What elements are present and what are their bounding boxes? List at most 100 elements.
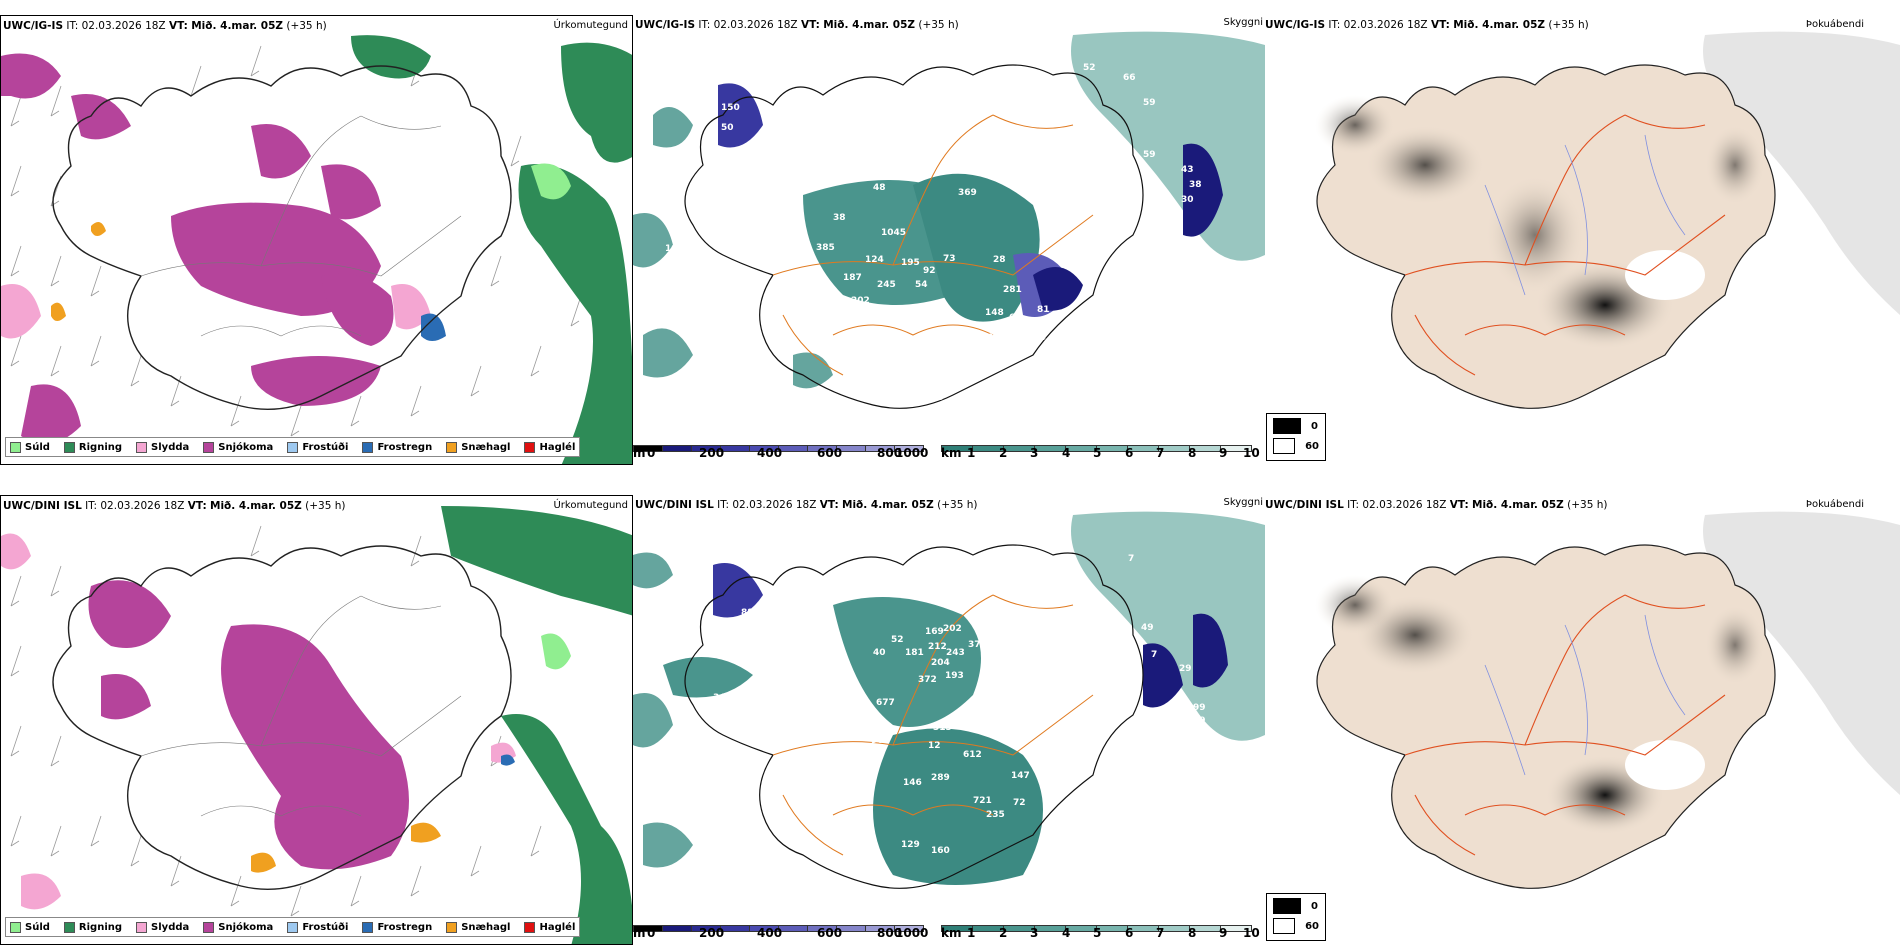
glacier-mask bbox=[1625, 740, 1705, 790]
precip-map-top bbox=[1, 35, 632, 464]
swatch bbox=[524, 441, 536, 453]
ceiling-label: 127 bbox=[988, 351, 1007, 361]
ceiling-label: 405 bbox=[981, 333, 1000, 343]
run-header: UWC/IG-IS IT: 02.03.2026 18Z VT: Mið. 4.… bbox=[1265, 19, 1589, 31]
iceland-coastline bbox=[684, 64, 1144, 409]
fog-indicator-panel-bottom: UWC/DINI ISL IT: 02.03.2026 18Z VT: Mið.… bbox=[1265, 495, 1900, 945]
ceiling-value-labels: 82 88 78 115 305 384 112 169 202 212 243… bbox=[713, 554, 1206, 856]
ceiling-label: 49 bbox=[1141, 623, 1154, 633]
swatch bbox=[287, 441, 299, 453]
ceiling-label: 92 bbox=[923, 266, 936, 276]
ceiling-colorbar: m 0 200 400 600 800 1000 bbox=[633, 437, 928, 460]
ceiling-label: 401 bbox=[871, 308, 890, 318]
fog-legend-swatch bbox=[1273, 918, 1296, 934]
ceiling-label: 29 bbox=[1060, 338, 1073, 348]
ceiling-label: 115 bbox=[776, 615, 795, 625]
ceiling-label: 226 bbox=[801, 312, 820, 322]
legend-item: Súld bbox=[10, 921, 50, 933]
fog-map-top bbox=[1315, 31, 1900, 409]
precip-legend: Súld Rigning Slydda Snjókoma Frostúði Fr… bbox=[5, 917, 581, 937]
fog-legend-swatch bbox=[1273, 418, 1301, 434]
ceiling-label: 78 bbox=[728, 623, 741, 633]
ceiling-label: 38 bbox=[1189, 180, 1202, 190]
ceiling-label: 108 bbox=[785, 93, 804, 103]
ceiling-label: 721 bbox=[973, 796, 992, 806]
legend-item: Rigning bbox=[63, 441, 122, 453]
swatch bbox=[136, 921, 148, 933]
ceiling-label: 150 bbox=[721, 103, 740, 113]
ceiling-label: 50 bbox=[721, 123, 734, 133]
ceiling-label: 90 bbox=[871, 736, 884, 746]
fog-cluster bbox=[1705, 605, 1765, 685]
ceiling-label: 124 bbox=[865, 255, 884, 265]
legend-item: Slydda bbox=[136, 921, 189, 933]
panel-title: Úrkomutegund bbox=[553, 500, 628, 511]
fog-legend-swatch bbox=[1273, 898, 1301, 914]
ceiling-label: 193 bbox=[945, 671, 964, 681]
ceiling-label: 532 bbox=[1023, 684, 1042, 694]
run-header: UWC/DINI ISL IT: 02.03.2026 18Z VT: Mið.… bbox=[635, 499, 978, 511]
ceiling-label: 235 bbox=[986, 810, 1005, 820]
swatch bbox=[136, 441, 148, 453]
ceiling-label: 60 bbox=[1171, 698, 1184, 708]
fog-cluster bbox=[1485, 175, 1585, 295]
ceiling-label: 181 bbox=[905, 648, 924, 658]
legend-item: Súld bbox=[10, 441, 50, 453]
ceiling-label: 112 bbox=[803, 671, 822, 681]
ceiling-label: 59 bbox=[1143, 150, 1156, 160]
ceiling-label: 202 bbox=[851, 296, 870, 306]
ceiling-label: 52 bbox=[891, 635, 904, 645]
road-network bbox=[772, 594, 1094, 856]
fog-map-bottom bbox=[1315, 511, 1900, 889]
ceiling-label: 38 bbox=[833, 213, 846, 223]
run-header: UWC/IG-IS IT: 02.03.2026 18Z VT: Mið. 4.… bbox=[635, 19, 959, 31]
fog-cluster bbox=[1315, 575, 1395, 635]
colorbar-segment bbox=[662, 445, 692, 452]
ceiling-label: 148 bbox=[985, 308, 1004, 318]
ceiling-label: 1045 bbox=[881, 228, 906, 238]
ceiling-label: 169 bbox=[925, 627, 944, 637]
ceiling-label: 212 bbox=[928, 642, 947, 652]
ceiling-label: 48 bbox=[873, 183, 886, 193]
road-network bbox=[1404, 114, 1726, 376]
ceiling-label: 73 bbox=[943, 254, 956, 264]
ceiling-label: 151 bbox=[841, 318, 860, 328]
run-header: UWC/DINI ISL IT: 02.03.2026 18Z VT: Mið.… bbox=[3, 500, 346, 512]
ceiling-label: 52 bbox=[1083, 63, 1096, 73]
fog-legend: 0 60 bbox=[1266, 893, 1326, 941]
fog-legend-swatch bbox=[1273, 438, 1296, 454]
precip-legend: Súld Rigning Slydda Snjókoma Frostúði Fr… bbox=[5, 437, 581, 457]
colorbar-segment bbox=[1220, 445, 1252, 452]
ceiling-label: 129 bbox=[901, 840, 920, 850]
fog-legend: 0 60 bbox=[1266, 413, 1326, 461]
visibility-colorbar-swatches bbox=[941, 437, 1252, 456]
legend-item: Haglél bbox=[524, 441, 575, 453]
ceiling-label: 204 bbox=[931, 658, 950, 668]
swatch bbox=[10, 441, 21, 453]
ceiling-label: 33 bbox=[883, 123, 896, 133]
ceiling-label: 187 bbox=[808, 176, 827, 186]
ceiling-label: 369 bbox=[958, 188, 977, 198]
ceiling-label: 384 bbox=[801, 631, 820, 641]
precip-fields bbox=[1, 35, 632, 464]
ceiling-visibility-panel-top: 150 108 109 112 187 48 33 133 934 369 38… bbox=[633, 15, 1265, 465]
ceiling-label: 66 bbox=[1123, 73, 1136, 83]
road-network bbox=[140, 115, 462, 337]
legend-item: Snæhagl bbox=[446, 441, 510, 453]
colorbar-segment bbox=[894, 925, 924, 932]
ceiling-label: 12 bbox=[928, 741, 941, 751]
ceiling-label: 160 bbox=[931, 846, 950, 856]
ceiling-label: 70 bbox=[885, 388, 898, 398]
ceiling-label: 243 bbox=[946, 648, 965, 658]
fog-legend-row: 60 bbox=[1273, 438, 1319, 454]
colorbar-segment bbox=[720, 925, 750, 932]
ceiling-label: 82 bbox=[783, 573, 796, 583]
ceiling-label: 195 bbox=[901, 258, 920, 268]
ceiling-label: 677 bbox=[876, 698, 895, 708]
ceiling-value-labels: 150 108 109 112 187 48 33 133 934 369 38… bbox=[665, 63, 1202, 403]
fog-cluster bbox=[1365, 125, 1485, 205]
fog-legend-row: 0 bbox=[1273, 418, 1319, 434]
swatch bbox=[362, 921, 374, 933]
ceiling-label: 13 bbox=[988, 723, 1001, 733]
precip-map-bottom bbox=[1, 506, 632, 944]
